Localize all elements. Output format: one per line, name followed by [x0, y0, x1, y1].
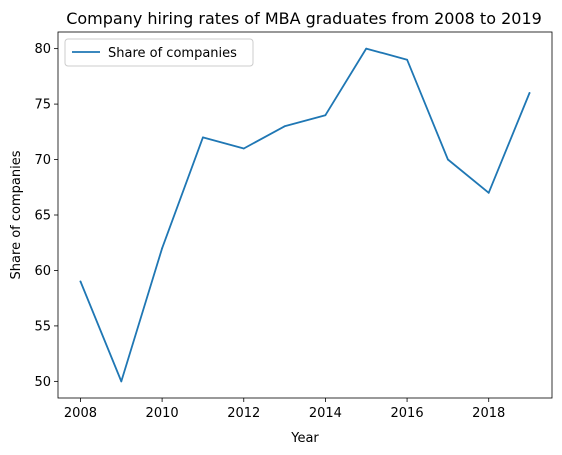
- x-tick-label: 2018: [472, 406, 505, 421]
- legend: Share of companies: [64, 38, 254, 67]
- data-point: [446, 158, 449, 161]
- data-point: [202, 136, 204, 139]
- y-tick-label: 70: [34, 153, 51, 168]
- y-tick-label: 65: [34, 209, 51, 224]
- x-tick-label: 2010: [146, 406, 179, 421]
- data-point: [79, 280, 82, 283]
- x-tick-label: 2012: [227, 406, 260, 421]
- x-tick-label: 2014: [309, 406, 342, 421]
- x-axis: 2008 2010 2012 2014 2016 2018: [64, 398, 505, 421]
- data-point: [406, 58, 408, 61]
- data-point: [487, 191, 490, 194]
- chart-title: Company hiring rates of MBA graduates fr…: [66, 9, 542, 28]
- legend-box: [64, 38, 254, 67]
- y-tick-label: 60: [34, 264, 51, 279]
- y-tick-label: 55: [34, 319, 51, 334]
- data-point: [283, 125, 286, 128]
- y-axis: 50 55 60 65 70 75 80: [34, 42, 58, 390]
- series-layer: [79, 47, 531, 383]
- plot-area: 50 55 60 65 70 75 80 2008 2010 2012 2014 2016 2018: [34, 31, 553, 421]
- legend-label: Share of companies: [108, 46, 237, 61]
- y-tick-label: 50: [34, 375, 51, 390]
- data-point: [120, 380, 123, 383]
- y-tick-label: 80: [34, 42, 51, 57]
- data-point: [242, 147, 245, 150]
- y-axis-label: Share of companies: [9, 150, 24, 279]
- data-point: [528, 92, 531, 94]
- data-point: [161, 247, 164, 250]
- y-tick-label: 75: [34, 98, 51, 113]
- x-tick-label: 2016: [391, 406, 424, 421]
- series-line: [79, 47, 531, 383]
- x-axis-label: Year: [290, 431, 319, 446]
- data-point: [365, 47, 368, 50]
- data-point: [324, 114, 327, 117]
- x-tick-label: 2008: [64, 406, 97, 421]
